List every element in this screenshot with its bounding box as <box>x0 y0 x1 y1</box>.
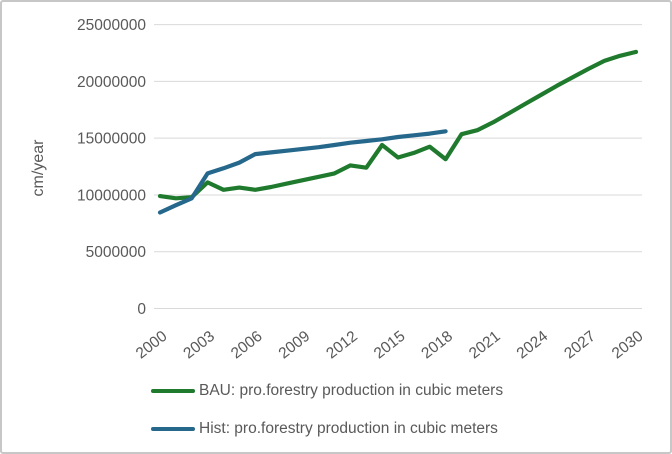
x-tick-label: 2027 <box>561 328 599 363</box>
y-tick-label: 15000000 <box>77 131 146 148</box>
x-tick-label: 2012 <box>323 328 361 363</box>
x-tick-label: 2021 <box>466 328 504 363</box>
legend: BAU: pro.forestry production in cubic me… <box>151 380 503 452</box>
y-tick-label: 0 <box>137 301 146 318</box>
legend-swatch-bau-line <box>151 388 195 394</box>
legend-swatch-hist-line <box>151 426 195 432</box>
y-tick-label: 10000000 <box>77 187 146 204</box>
series-line-hist <box>157 129 448 215</box>
x-tick-label: 2018 <box>418 328 456 363</box>
y-tick-label: 5000000 <box>86 244 147 261</box>
y-axis-title: cm/year <box>30 139 47 197</box>
legend-label-hist: Hist: pro.forestry production in cubic m… <box>199 420 498 437</box>
x-tick-label: 2015 <box>371 328 409 363</box>
x-tick-label: 2006 <box>228 328 266 363</box>
y-tick-label: 20000000 <box>77 74 146 91</box>
x-tick-label: 2000 <box>133 328 171 363</box>
x-tick-label: 2030 <box>609 328 647 363</box>
x-tick-label: 2024 <box>514 328 552 363</box>
legend-item-hist: Hist: pro.forestry production in cubic m… <box>151 418 503 440</box>
legend-label-bau: BAU: pro.forestry production in cubic me… <box>199 382 504 399</box>
y-tick-label: 25000000 <box>77 17 146 34</box>
legend-item-bau: BAU: pro.forestry production in cubic me… <box>151 380 503 402</box>
x-tick-label: 2009 <box>276 328 314 363</box>
x-tick-label: 2003 <box>180 328 218 363</box>
series-line-bau <box>157 49 639 201</box>
